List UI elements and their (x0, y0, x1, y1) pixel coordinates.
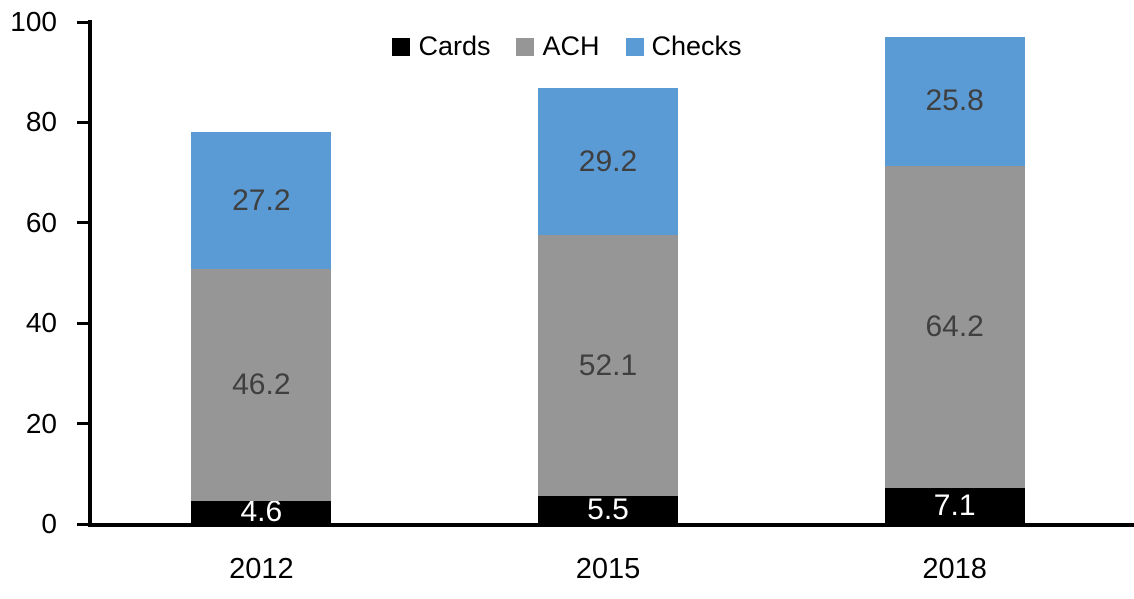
data-label-cards-2012: 4.6 (240, 495, 283, 529)
y-tick-mark (77, 20, 88, 24)
y-tick-label: 0 (41, 508, 57, 539)
legend-item-cards: Cards (392, 33, 490, 60)
data-label-ach-2015: 52.1 (578, 348, 638, 382)
bar-segment-ach-2018: 64.2 (884, 166, 1025, 489)
data-label-ach-2018: 64.2 (925, 310, 984, 344)
y-tick-mark (77, 422, 88, 426)
y-axis-line (88, 20, 92, 527)
y-tick-label: 100 (10, 6, 57, 37)
legend-label: Cards (418, 31, 491, 61)
legend-label: ACH (542, 31, 600, 61)
legend-item-checks: Checks (625, 31, 742, 61)
x-tick-label-2018: 2018 (922, 553, 987, 585)
chart-legend: Cards ACH Checks (0, 33, 1134, 60)
y-tick-label: 40 (25, 307, 57, 339)
x-tick-label-2012: 2012 (229, 553, 294, 585)
y-tick-mark (77, 321, 88, 325)
legend-swatch-icon (625, 37, 644, 56)
data-label-checks-2012: 27.2 (232, 183, 291, 217)
data-label-cards-2018: 7.1 (933, 489, 976, 523)
legend-swatch-icon (392, 37, 411, 56)
legend-swatch-icon (516, 37, 535, 56)
bar-segment-cards-2015: 5.5 (538, 493, 678, 527)
x-axis-line (88, 523, 1134, 527)
bar-segment-cards-2012: 4.6 (191, 497, 332, 527)
data-label-checks-2015: 29.2 (578, 144, 638, 178)
data-label-checks-2018: 25.8 (925, 84, 984, 118)
y-tick-label: 80 (25, 106, 57, 138)
bar-segment-ach-2015: 52.1 (538, 234, 678, 497)
legend-item-ach: ACH (516, 31, 600, 61)
y-tick-mark (77, 120, 88, 124)
bar-segment-checks-2018: 25.8 (884, 36, 1025, 167)
y-tick-label: 60 (25, 206, 57, 238)
data-label-ach-2012: 46.2 (232, 367, 291, 401)
y-tick-mark (77, 522, 88, 526)
data-label-cards-2015: 5.5 (587, 493, 629, 527)
bar-segment-checks-2015: 29.2 (538, 88, 678, 235)
bar-segment-checks-2012: 27.2 (191, 132, 332, 269)
x-tick-label-2015: 2015 (575, 553, 641, 585)
y-tick-label: 20 (25, 407, 57, 439)
bar-segment-ach-2012: 46.2 (191, 268, 332, 501)
y-tick-mark (77, 221, 88, 225)
bar-segment-cards-2018: 7.1 (884, 488, 1025, 524)
legend-label: Checks (651, 31, 742, 61)
